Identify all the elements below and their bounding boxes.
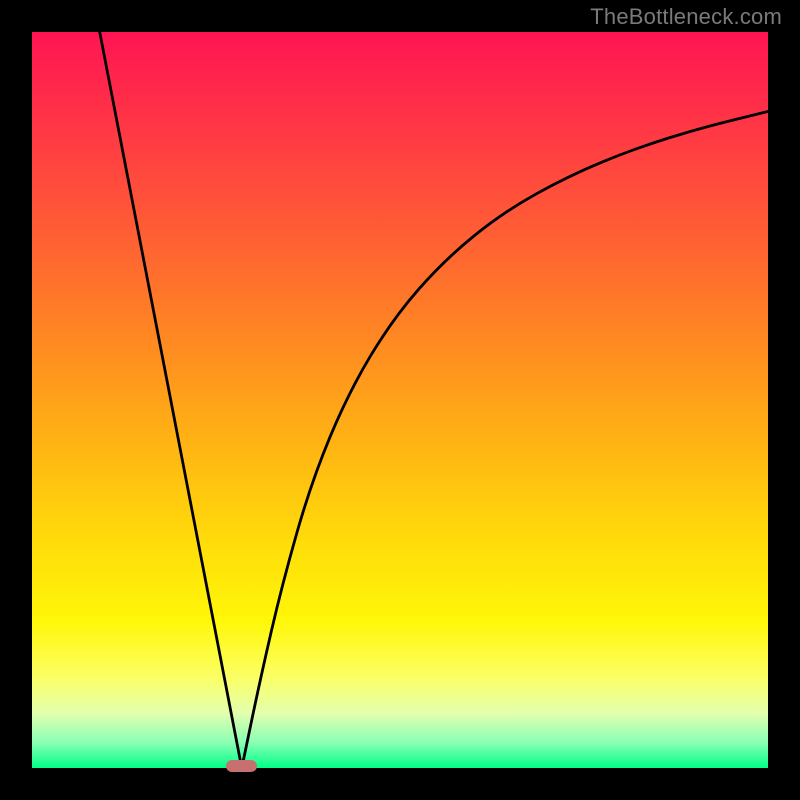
valley-marker [226,760,257,773]
plot-svg [32,32,768,768]
watermark-text: TheBottleneck.com [590,4,782,30]
chart-frame: TheBottleneck.com [0,0,800,800]
plot-area [32,32,768,768]
